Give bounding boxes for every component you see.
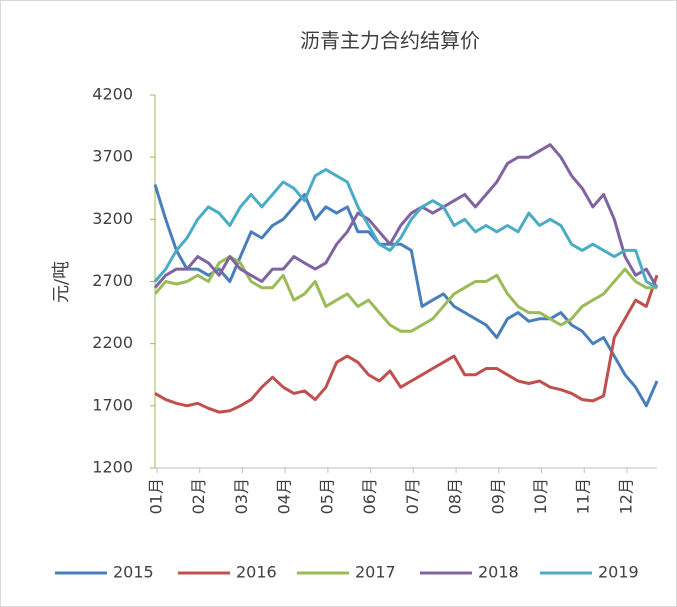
y-tick-label: 1700 (92, 395, 133, 414)
series-line (153, 255, 657, 333)
legend-label: 2018 (478, 563, 519, 582)
x-tick-label: 07月 (403, 478, 422, 514)
x-tick-label: 06月 (360, 478, 379, 514)
y-tick-label: 2700 (92, 271, 133, 290)
x-tick-label: 01月 (147, 478, 166, 514)
legend-label: 2017 (355, 563, 396, 582)
legend-label: 2015 (113, 563, 154, 582)
x-tick-label: 08月 (446, 478, 465, 514)
series-line (153, 143, 659, 289)
y-tick-label: 3700 (92, 147, 133, 166)
series-line (153, 168, 658, 289)
x-tick-label: 04月 (275, 478, 294, 514)
chart-title: 沥青主力合约结算价 (300, 29, 480, 53)
x-tick-label: 10月 (531, 478, 550, 514)
x-tick-label: 03月 (232, 478, 251, 514)
y-tick-label: 2200 (92, 333, 133, 352)
x-tick-label: 12月 (616, 478, 635, 514)
x-tick-label: 09月 (488, 478, 507, 514)
series-line (154, 274, 659, 414)
y-tick-label: 1200 (92, 458, 133, 477)
x-tick-label: 02月 (189, 478, 208, 514)
legend-label: 2016 (236, 563, 277, 582)
x-tick-label: 11月 (574, 478, 593, 514)
y-axis-label: 元/吨 (51, 261, 72, 303)
legend-label: 2019 (598, 563, 639, 582)
y-tick-label: 4200 (92, 85, 133, 104)
x-tick-label: 05月 (317, 478, 336, 514)
y-tick-label: 3200 (92, 209, 133, 228)
